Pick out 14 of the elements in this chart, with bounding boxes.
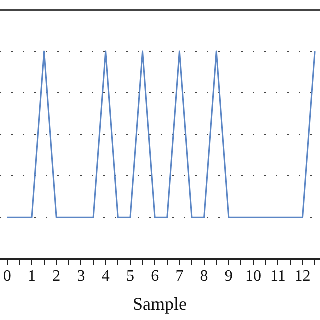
x-tick-label: 11 [270,268,286,286]
x-tick-label: 2 [52,268,61,286]
x-tick-label: 4 [102,268,110,286]
x-tick-label: 1 [28,268,36,286]
x-tick-label: 10 [246,268,262,286]
x-tick-label: 7 [176,268,184,286]
x-tick-label: 9 [224,268,233,286]
x-tick-label: 8 [200,268,208,286]
x-tick-label: 0 [3,268,12,286]
x-tick-label: 6 [151,268,160,286]
x-tick-label: 5 [126,268,134,286]
x-tick-label: 12 [294,268,311,286]
x-tick-label: 3 [77,268,86,286]
x-axis-title: Sample [133,294,187,314]
